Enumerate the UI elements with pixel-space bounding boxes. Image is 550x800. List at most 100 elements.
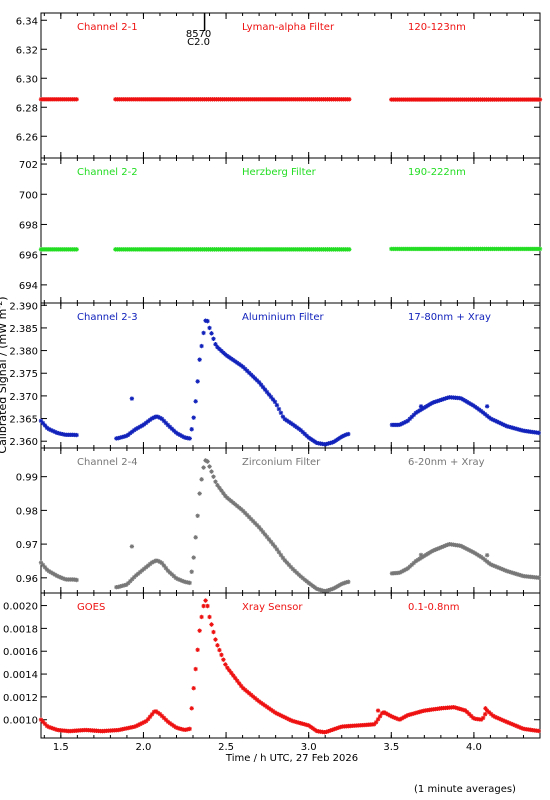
data-point [399, 716, 405, 721]
data-series [38, 458, 541, 594]
data-point [338, 435, 343, 440]
data-point [167, 720, 173, 726]
data-point [235, 360, 240, 366]
data-point [437, 545, 442, 551]
y-axis-label-text: Calibrated Signal / (mW m [0, 309, 9, 454]
data-point [159, 416, 165, 422]
data-point [433, 399, 438, 404]
data-point [488, 562, 494, 567]
data-point [235, 678, 240, 684]
data-point [209, 331, 214, 336]
data-point [48, 725, 54, 730]
data-point [211, 474, 216, 479]
data-point [175, 725, 181, 731]
data-point [490, 713, 496, 718]
data-point [514, 426, 520, 432]
data-point [312, 585, 317, 590]
data-point [217, 346, 222, 352]
data-point [476, 407, 482, 412]
data-point [334, 584, 339, 590]
data-point [155, 710, 161, 715]
data-point [243, 510, 248, 516]
data-point [46, 426, 52, 432]
x-tick-label: 3.0 [301, 742, 317, 753]
data-point [502, 568, 508, 573]
data-point [264, 534, 270, 540]
data-point [213, 479, 218, 484]
data-point [209, 469, 214, 474]
data-point [133, 426, 139, 432]
data-point [264, 389, 270, 395]
data-point [250, 694, 256, 699]
y-tick-label: 700 [19, 190, 38, 201]
data-point [401, 420, 407, 425]
data-point [54, 573, 60, 578]
data-point [131, 427, 137, 433]
data-point [500, 422, 506, 427]
data-point [42, 721, 48, 727]
data-point [463, 708, 468, 713]
panel-filter-label: Zirconium Filter [242, 457, 321, 468]
data-point [484, 553, 490, 558]
data-point [278, 552, 284, 558]
data-point [510, 425, 516, 431]
data-point [227, 668, 232, 673]
data-point [38, 717, 44, 722]
data-point [74, 97, 79, 102]
data-point [508, 425, 514, 430]
data-point [282, 558, 288, 563]
y-tick-label: 0.98 [16, 506, 38, 517]
data-point [137, 569, 143, 575]
data-point [290, 718, 296, 724]
data-point [286, 562, 292, 567]
data-point [161, 418, 167, 424]
data-point [274, 547, 280, 552]
data-point [467, 711, 472, 717]
data-point [278, 410, 284, 416]
data-series [38, 97, 543, 102]
data-point [405, 566, 411, 571]
data-point [245, 689, 250, 694]
data-point [342, 580, 347, 586]
data-point [231, 500, 236, 506]
data-point [252, 376, 258, 381]
data-point [498, 421, 504, 426]
data-point [165, 422, 171, 428]
data-point [459, 543, 464, 549]
data-point [254, 378, 260, 383]
data-point [284, 560, 290, 565]
data-point [181, 434, 186, 440]
data-point [320, 588, 325, 593]
data-point [433, 547, 438, 552]
data-point [496, 420, 502, 425]
data-point [130, 576, 135, 582]
data-point [145, 717, 151, 722]
data-point [48, 570, 54, 575]
data-point [191, 555, 196, 560]
data-point [245, 368, 250, 374]
data-point [274, 403, 280, 408]
data-point [118, 435, 123, 440]
data-point [409, 414, 414, 420]
data-point [50, 428, 56, 434]
data-point [211, 629, 216, 635]
data-point [179, 578, 184, 583]
data-point [310, 437, 315, 443]
data-point [306, 435, 311, 440]
data-point [306, 723, 311, 728]
data-point [219, 348, 224, 354]
data-point [149, 416, 155, 421]
data-point [326, 441, 331, 446]
data-point [179, 726, 184, 732]
data-point [409, 711, 414, 717]
data-point [473, 551, 478, 556]
data-point [286, 419, 292, 425]
data-point [324, 441, 329, 447]
data-point [480, 410, 486, 415]
data-point [248, 516, 254, 522]
data-point [143, 719, 149, 724]
data-point [42, 423, 48, 428]
y-tick-label: 694 [19, 281, 38, 292]
data-point [262, 703, 268, 708]
x-tick-label: 4.0 [466, 742, 482, 753]
